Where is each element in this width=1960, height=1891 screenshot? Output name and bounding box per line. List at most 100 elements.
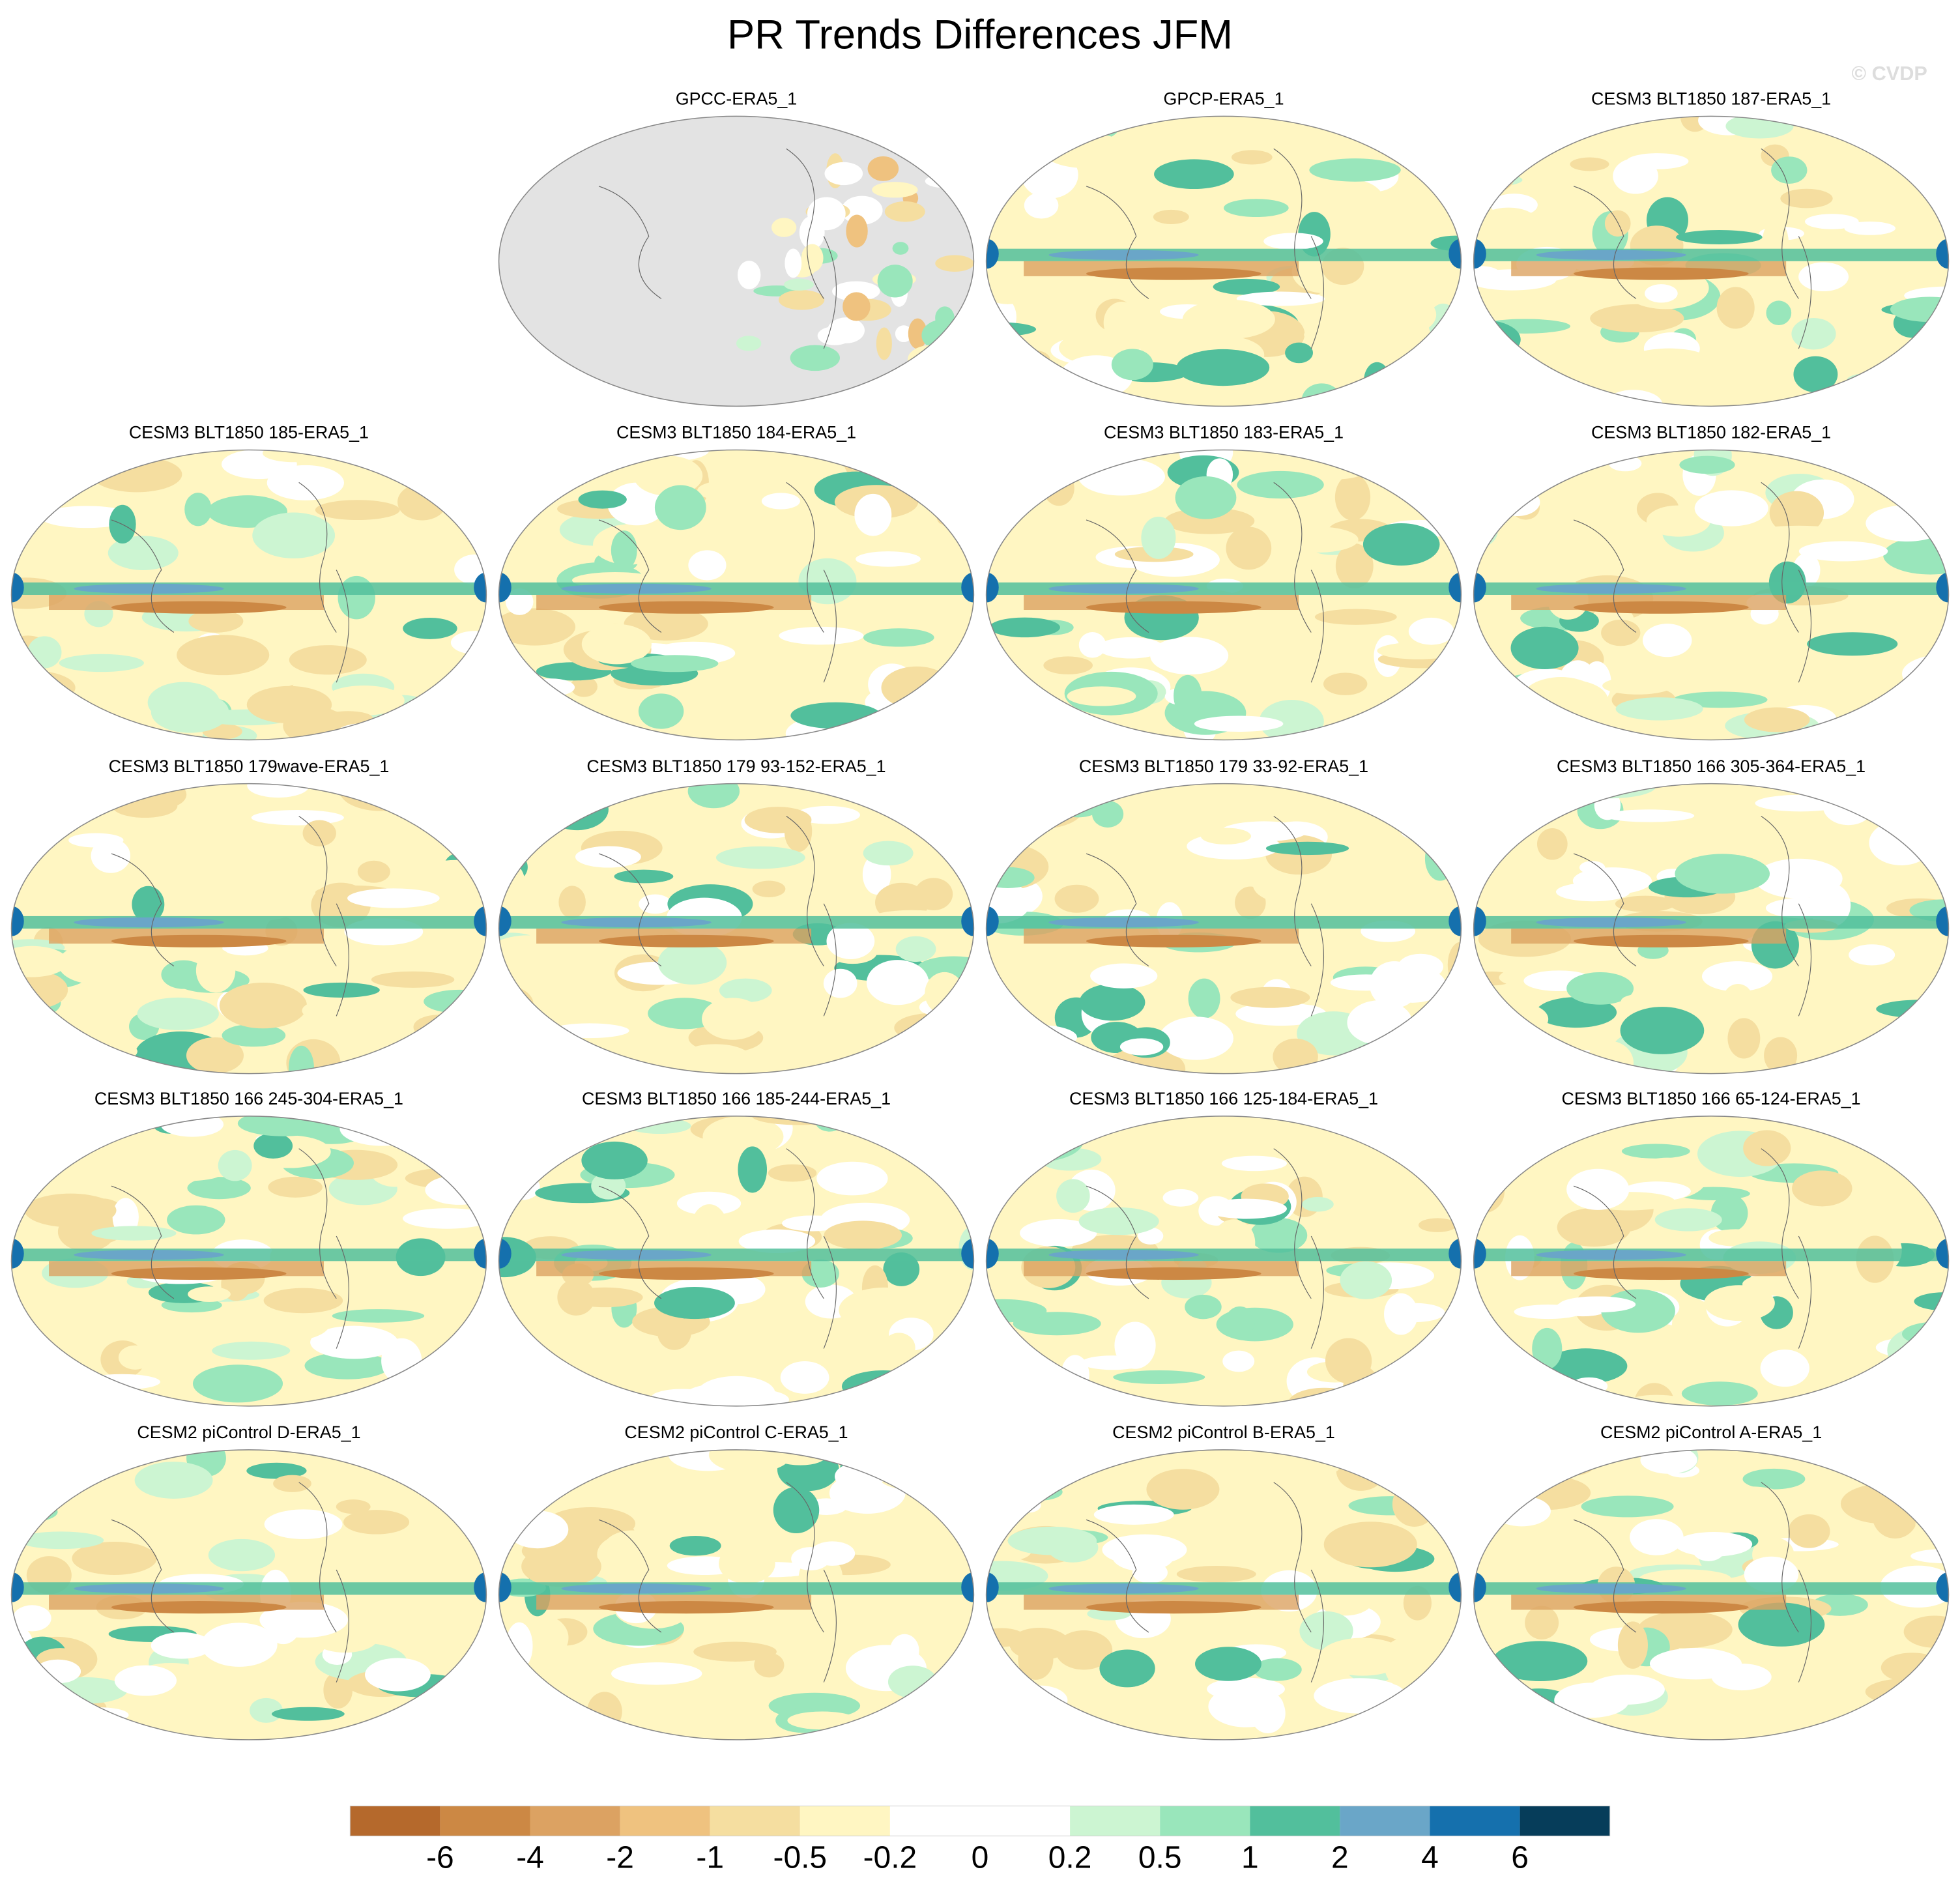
dry-core [598, 934, 774, 947]
field-blob [1615, 895, 1676, 912]
coastline [1573, 816, 1812, 1017]
field-blob [272, 622, 316, 646]
dry-core [111, 1267, 287, 1280]
field-blob [1473, 1170, 1505, 1214]
field-blob [1159, 1017, 1233, 1060]
field-blob [1780, 188, 1833, 209]
field-blob [1246, 1116, 1280, 1155]
field-blob [1043, 656, 1093, 674]
field-blob [1103, 301, 1140, 344]
field-blob [1090, 963, 1158, 989]
field-blob [881, 666, 953, 710]
field-blob [1221, 1155, 1288, 1172]
field-blob [1798, 541, 1888, 562]
land-blob [824, 162, 863, 186]
field-blob [11, 652, 25, 673]
panel-title: CESM3 BLT1850 179 33-92-ERA5_1 [1079, 757, 1368, 776]
land-blob [771, 218, 797, 237]
dry-core [111, 1601, 287, 1614]
coastline [598, 482, 837, 683]
field-blob [986, 124, 1048, 163]
field-blob [1764, 1037, 1798, 1074]
field-blob [1424, 699, 1462, 736]
field-blob [184, 493, 212, 527]
map-field [498, 116, 974, 407]
field-blob [1093, 1504, 1174, 1525]
field-blob [1872, 1491, 1918, 1539]
panel-title: CESM2 piControl D-ERA5_1 [137, 1422, 360, 1442]
colorbar-box [1520, 1806, 1610, 1836]
field-blob [1557, 1207, 1631, 1247]
field-blob [998, 1024, 1077, 1050]
field-blob [246, 1462, 307, 1479]
field-blob [1003, 124, 1089, 139]
field-blob [1078, 632, 1106, 658]
field-blob [506, 1510, 569, 1549]
coastline [1573, 1482, 1812, 1682]
edge-wet [986, 906, 999, 936]
coastline [111, 816, 349, 1017]
field-blob [1194, 715, 1284, 732]
field-blob [1392, 1482, 1437, 1527]
field-blob [744, 807, 812, 833]
field-blob [1047, 1533, 1099, 1563]
land-blob [884, 201, 925, 222]
map-field [498, 783, 974, 1074]
coastline [1573, 1148, 1812, 1349]
field-blob [134, 1462, 213, 1499]
panel-title: CESM3 BLT1850 182-ERA5_1 [1591, 423, 1831, 442]
field-blob [1798, 262, 1849, 292]
field-blob [188, 609, 244, 633]
field-blob [638, 693, 684, 729]
panel-title: CESM3 BLT1850 166 65-124-ERA5_1 [1562, 1089, 1861, 1108]
edge-wet [11, 572, 24, 603]
field-blob [1263, 233, 1323, 250]
field-blob [375, 719, 415, 740]
coastline [111, 1482, 349, 1682]
edge-wet [1448, 1572, 1462, 1602]
field-blob [1704, 1285, 1775, 1321]
panel-title: GPCP-ERA5_1 [1164, 89, 1284, 109]
field-blob [367, 1449, 451, 1464]
field-blob [108, 536, 179, 570]
field-blob [761, 493, 800, 510]
field-blob [1309, 158, 1401, 182]
land-blob [846, 214, 868, 248]
edge-wet [961, 1572, 974, 1602]
panel-title: CESM3 BLT1850 166 305-364-ERA5_1 [1557, 757, 1866, 776]
land-blob [867, 156, 899, 181]
map-panel: CESM2 piControl D-ERA5_1 [10, 1422, 487, 1740]
panel-title: CESM3 BLT1850 187-ERA5_1 [1591, 89, 1831, 109]
dry-core [1574, 1601, 1749, 1614]
field-blob [1250, 1693, 1286, 1733]
field-blob [11, 712, 51, 740]
field-blob [118, 1345, 152, 1370]
field-blob [70, 1707, 129, 1723]
field-blob [854, 493, 892, 536]
field-blob [268, 1176, 323, 1198]
map-panel: CESM3 BLT1850 179 33-92-ERA5_1 [985, 757, 1462, 1075]
field-blob [454, 1116, 487, 1148]
field-blob [587, 1692, 622, 1731]
edge-wet [474, 572, 487, 603]
itcz-core [1536, 1583, 1686, 1594]
field-blob [498, 712, 583, 740]
field-blob [1182, 299, 1275, 339]
field-blob [323, 1671, 353, 1709]
field-blob [688, 550, 727, 581]
map-panel: CESM3 BLT1850 183-ERA5_1 [985, 423, 1462, 741]
land-blob [737, 261, 761, 289]
field-blob [339, 783, 422, 811]
field-blob [986, 880, 1031, 924]
field-blob [1495, 731, 1526, 740]
map-panel: CESM2 piControl A-ERA5_1 [1473, 1422, 1950, 1740]
field-blob [1473, 512, 1498, 549]
field-blob [1890, 296, 1949, 323]
field-blob [1887, 1327, 1949, 1374]
dry-core [598, 601, 774, 614]
field-blob [343, 1510, 410, 1535]
field-blob [1805, 214, 1859, 229]
colorbar-label: 0.2 [1048, 1841, 1092, 1875]
field-blob [1676, 230, 1763, 244]
edge-wet [961, 572, 974, 603]
